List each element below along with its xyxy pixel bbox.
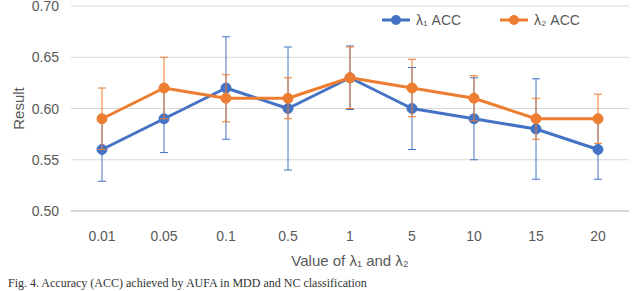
y-axis-label: Result xyxy=(10,86,27,129)
error-bar-cap xyxy=(408,59,416,60)
y-tick-label: 0.55 xyxy=(32,152,59,168)
point xyxy=(345,73,355,83)
error-bar-cap xyxy=(470,75,478,76)
grid-line xyxy=(71,159,629,160)
legend: λ₁ ACC λ₂ ACC xyxy=(382,12,580,28)
error-bar-cap xyxy=(284,118,292,119)
plot-area xyxy=(97,37,603,182)
error-bar-cap xyxy=(284,77,292,78)
error-bar xyxy=(284,47,292,170)
error-bar-cap xyxy=(160,118,168,119)
point xyxy=(221,93,231,103)
error-bar-cap xyxy=(532,98,540,99)
point xyxy=(407,83,417,93)
error-bar-cap xyxy=(98,149,106,150)
grid-line xyxy=(71,6,629,7)
error-bar-cap xyxy=(532,78,540,79)
x-tick-label: 10 xyxy=(466,228,482,244)
error-bar-cap xyxy=(346,45,354,46)
point xyxy=(593,114,603,124)
error-bar-cap xyxy=(222,36,230,37)
chart: 0.500.550.600.650.700.010.050.10.5151015… xyxy=(0,0,640,291)
error-bar xyxy=(594,94,602,143)
y-tick-label: 0.50 xyxy=(32,203,59,219)
point xyxy=(531,114,541,124)
point xyxy=(345,73,355,83)
error-bar-cap xyxy=(408,116,416,117)
error-bar-stem xyxy=(536,79,537,179)
error-bar-cap xyxy=(222,74,230,75)
error-bar-cap xyxy=(98,88,106,89)
x-tick-label: 1 xyxy=(346,228,354,244)
point xyxy=(593,145,603,155)
error-bar xyxy=(408,59,416,116)
legend-marker xyxy=(391,15,401,25)
error-bar-cap xyxy=(346,47,354,48)
error-bar xyxy=(222,75,230,122)
error-bar xyxy=(284,78,292,119)
error-bar-cap xyxy=(160,57,168,58)
grid-line xyxy=(71,108,629,109)
point xyxy=(97,114,107,124)
error-bar xyxy=(470,76,478,121)
point xyxy=(469,93,479,103)
x-tick-label: 0.1 xyxy=(216,228,236,244)
x-tick-label: 0.05 xyxy=(150,228,177,244)
error-bar-cap xyxy=(532,139,540,140)
error-bar-cap xyxy=(594,179,602,180)
error-bar-stem xyxy=(288,47,289,170)
y-tick-label: 0.70 xyxy=(32,0,59,14)
legend-label: λ₂ ACC xyxy=(534,12,580,28)
x-tick-label: 20 xyxy=(590,228,606,244)
error-bar-cap xyxy=(346,109,354,110)
grid-line xyxy=(71,211,629,212)
error-bar xyxy=(532,79,540,179)
error-bar xyxy=(532,98,540,139)
legend-label: λ₁ ACC xyxy=(416,12,461,28)
point xyxy=(283,93,293,103)
error-bar-cap xyxy=(284,170,292,171)
error-bar-cap xyxy=(160,152,168,153)
caption: Fig. 4. Accuracy (ACC) achieved by AUFA … xyxy=(8,276,367,290)
x-axis-label: Value of λ₁ and λ₂ xyxy=(291,252,409,269)
y-tick-label: 0.65 xyxy=(32,49,59,65)
point xyxy=(159,83,169,93)
x-tick-label: 5 xyxy=(408,228,416,244)
error-bar-cap xyxy=(222,121,230,122)
error-bar xyxy=(222,37,230,140)
legend-marker xyxy=(509,15,519,25)
error-bar xyxy=(98,88,106,150)
error-bar-cap xyxy=(470,120,478,121)
y-tick-label: 0.60 xyxy=(32,101,59,117)
error-bar-stem xyxy=(226,37,227,140)
error-bar-cap xyxy=(408,149,416,150)
x-axis-line xyxy=(71,211,629,212)
error-bar xyxy=(346,47,354,109)
x-tick-label: 15 xyxy=(528,228,544,244)
error-bar-cap xyxy=(532,179,540,180)
error-bar-cap xyxy=(470,159,478,160)
error-bar xyxy=(160,57,168,119)
error-bar-cap xyxy=(594,143,602,144)
error-bar-cap xyxy=(594,94,602,95)
error-bar-cap xyxy=(284,47,292,48)
error-bar xyxy=(346,46,354,110)
x-tick-label: 0.5 xyxy=(278,228,298,244)
x-tick-label: 0.01 xyxy=(88,228,115,244)
error-bar-cap xyxy=(346,108,354,109)
error-bar-cap xyxy=(222,139,230,140)
error-bar-cap xyxy=(98,181,106,182)
